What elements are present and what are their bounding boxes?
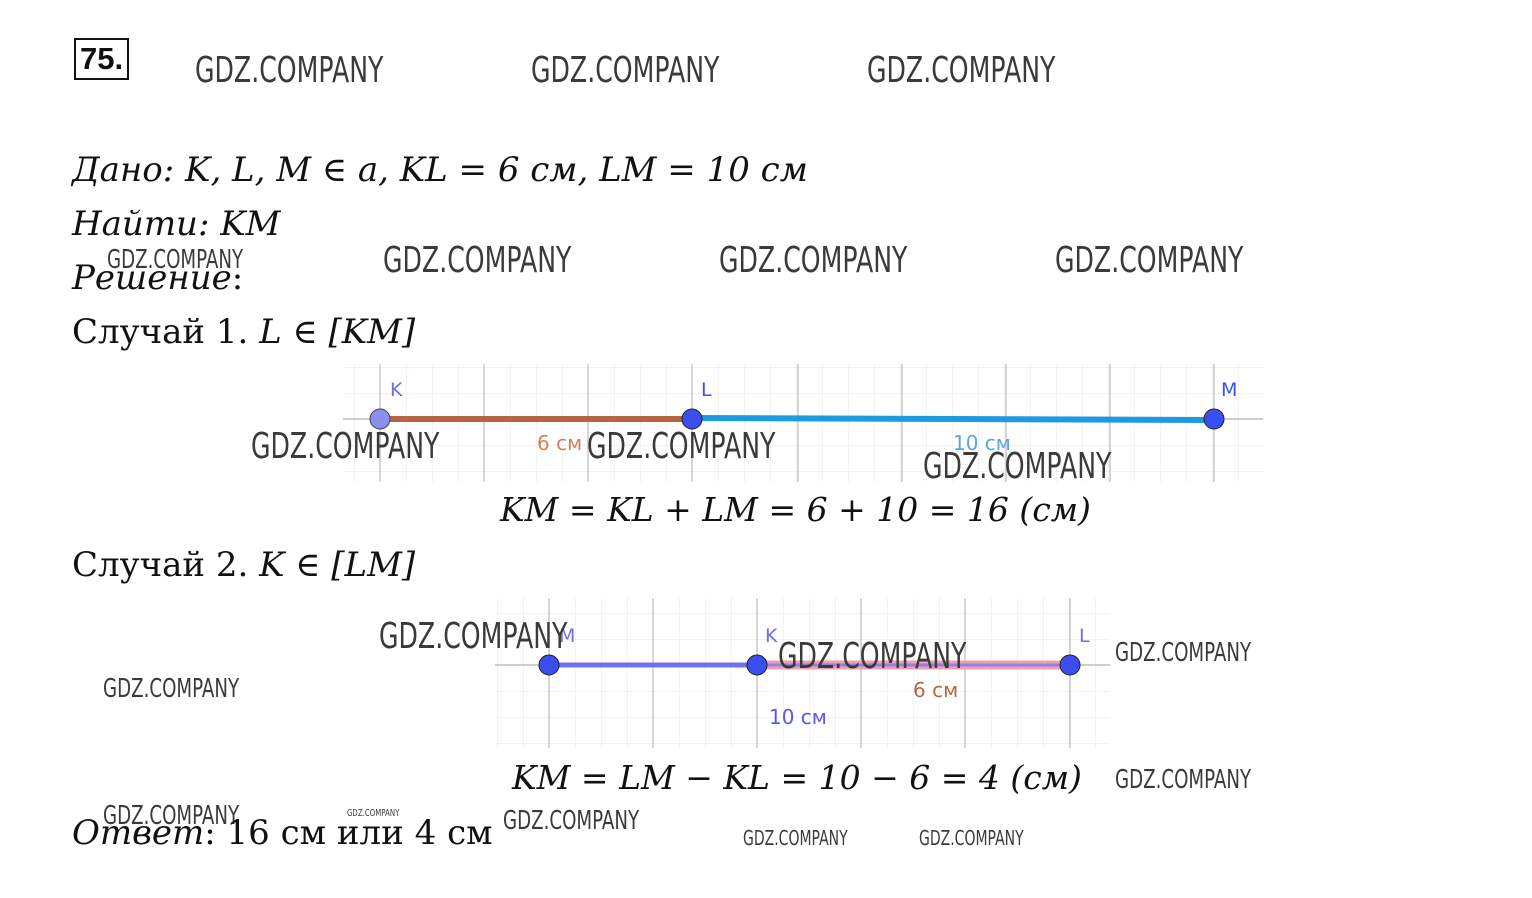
label-m: M bbox=[1221, 379, 1237, 401]
label-kl-length: 6 см bbox=[537, 431, 582, 455]
watermark: GDZ.COMPANY bbox=[107, 245, 244, 275]
point-k bbox=[369, 408, 391, 430]
case1-diagram: K L M 6 см 10 см bbox=[343, 364, 1263, 482]
watermark: GDZ.COMPANY bbox=[383, 240, 572, 281]
major-grid bbox=[379, 364, 1215, 482]
watermark: GDZ.COMPANY bbox=[719, 240, 908, 281]
case2-condition: K ∈ [LM] bbox=[259, 545, 416, 585]
watermark: GDZ.COMPANY bbox=[587, 426, 776, 467]
given-label: Дано bbox=[72, 150, 163, 190]
case1-condition: L ∈ [KM] bbox=[259, 312, 416, 352]
case1-heading: Случай 1. L ∈ [KM] bbox=[72, 312, 415, 352]
point-m bbox=[1203, 408, 1225, 430]
solution-line: Решение: bbox=[72, 258, 243, 298]
watermark: GDZ.COMPANY bbox=[923, 446, 1112, 487]
find-label: Найти bbox=[72, 204, 198, 244]
case1-equation: KM = KL + LM = 6 + 10 = 16 (см) bbox=[500, 490, 1091, 529]
point-k bbox=[746, 654, 768, 676]
point-l bbox=[1059, 654, 1081, 676]
watermark: GDZ.COMPANY bbox=[251, 426, 440, 467]
watermark: GDZ.COMPANY bbox=[503, 806, 640, 836]
find-line: Найти: KM bbox=[72, 204, 280, 244]
label-k: K bbox=[390, 379, 403, 401]
watermark: GDZ.COMPANY bbox=[778, 636, 967, 677]
segment-lm bbox=[691, 415, 1215, 423]
watermark: GDZ.COMPANY bbox=[103, 674, 240, 704]
grid bbox=[343, 364, 1263, 482]
solution-colon: : bbox=[231, 258, 244, 298]
label-l: L bbox=[701, 379, 712, 401]
label-kl-length: 6 см bbox=[913, 678, 958, 702]
given-expr: : K, L, M ∈ a, KL = 6 см, LM = 10 см bbox=[162, 150, 808, 190]
case2-heading: Случай 2. K ∈ [LM] bbox=[72, 545, 415, 585]
label-lm-length: 10 см bbox=[953, 431, 1011, 455]
watermark: GDZ.COMPANY bbox=[1115, 638, 1252, 668]
watermark: GDZ.COMPANY bbox=[347, 808, 400, 819]
problem-number: 75. bbox=[74, 38, 130, 80]
answer-line: Ответ: 16 см или 4 см bbox=[72, 813, 493, 853]
grid bbox=[495, 598, 1110, 748]
point-m bbox=[538, 654, 560, 676]
point-l bbox=[681, 408, 703, 430]
label-l: L bbox=[1079, 625, 1090, 647]
watermark: GDZ.COMPANY bbox=[867, 50, 1056, 91]
watermark: GDZ.COMPANY bbox=[1115, 765, 1252, 795]
case2-equation: KM = LM − KL = 10 − 6 = 4 (см) bbox=[512, 758, 1082, 797]
case1-label: Случай 1. bbox=[72, 312, 260, 352]
watermark: GDZ.COMPANY bbox=[919, 826, 1024, 850]
label-k: K bbox=[765, 625, 778, 647]
watermark: GDZ.COMPANY bbox=[379, 616, 568, 657]
watermark: GDZ.COMPANY bbox=[1055, 240, 1244, 281]
answer-text: : 16 см или 4 см bbox=[204, 813, 493, 853]
watermark: GDZ.COMPANY bbox=[531, 50, 720, 91]
answer-label: Ответ bbox=[72, 813, 205, 853]
label-m: M bbox=[559, 625, 575, 647]
given-line: Дано: K, L, M ∈ a, KL = 6 см, LM = 10 см bbox=[72, 150, 808, 190]
case2-label: Случай 2. bbox=[72, 545, 260, 585]
find-expr: : KM bbox=[197, 204, 281, 244]
watermark: GDZ.COMPANY bbox=[195, 50, 384, 91]
solution-label: Решение bbox=[72, 258, 232, 298]
watermark: GDZ.COMPANY bbox=[103, 801, 240, 831]
watermark: GDZ.COMPANY bbox=[743, 826, 848, 850]
label-lm-length: 10 см bbox=[769, 705, 827, 729]
case2-diagram: M K L 6 см 10 см bbox=[495, 598, 1110, 748]
